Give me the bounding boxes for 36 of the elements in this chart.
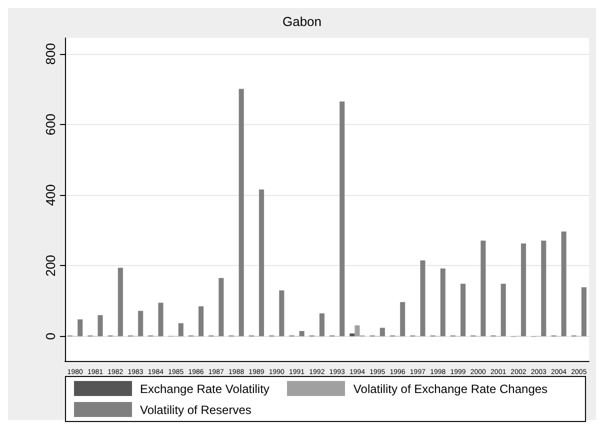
bar [350,333,355,336]
bar [541,240,546,336]
bar [299,330,304,336]
bar [561,231,566,336]
bar [500,284,506,336]
bar [319,313,324,336]
y-tick-label: 400 [43,184,58,206]
y-tick-label: 200 [43,254,58,277]
y-tick-label: 0 [43,332,58,340]
bar [78,319,83,336]
bar [218,278,224,336]
bar [380,328,385,336]
bar [279,290,284,336]
bar [198,306,204,336]
bar [118,268,123,336]
legend-label: Volatility of Reserves [140,402,252,416]
bar [520,243,526,336]
bar [400,302,406,336]
bar [480,240,486,336]
bar [258,189,264,336]
bar [138,310,144,336]
bar [158,302,164,336]
bar [354,325,360,336]
bar [98,315,103,336]
chart-title: Gabon [282,14,322,29]
bar [340,102,345,336]
bar [420,260,426,336]
y-tick-label: 800 [43,43,58,65]
legend-label: Volatility of Exchange Rate Changes [353,382,548,396]
bar [178,323,184,336]
bar [440,268,446,336]
legend-label: Exchange Rate Volatility [140,382,270,396]
y-tick-label: 600 [43,114,58,136]
bar [581,287,586,336]
bar [238,88,244,336]
bar [460,284,466,336]
